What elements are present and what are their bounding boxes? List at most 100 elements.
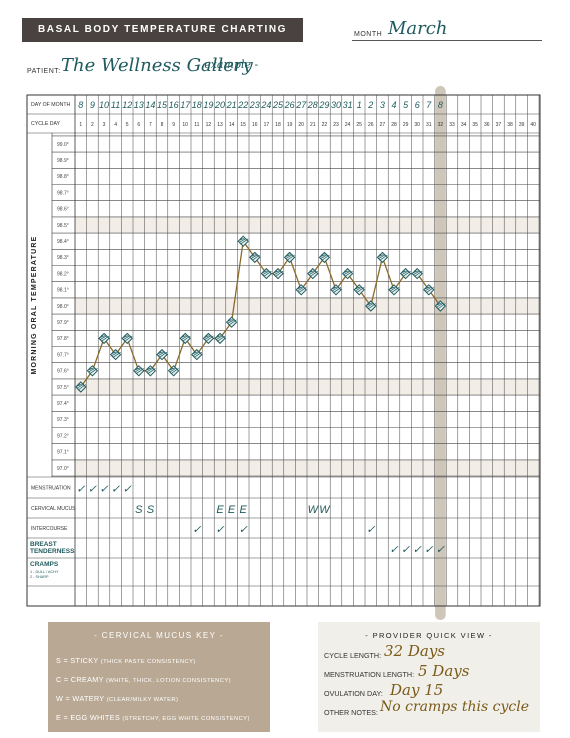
temperature-point — [179, 332, 191, 345]
temperature-tick: 97.4° — [57, 401, 69, 407]
menstruation-check: ✓ — [76, 484, 86, 496]
point-hatch — [239, 238, 247, 243]
cycle-day-tick: 16 — [252, 122, 258, 128]
cycle-day-tick: 13 — [217, 122, 223, 128]
point-hatch — [228, 318, 231, 321]
cramps-label: CRAMPS — [30, 561, 59, 568]
point-diamond — [98, 332, 110, 345]
temperature-tick: 97.3° — [57, 417, 69, 423]
cycle-day-tick: 3 — [103, 122, 106, 128]
point-hatch — [111, 351, 117, 354]
day-of-month-tick: 23 — [249, 100, 260, 110]
day-of-month-tick: 11 — [111, 100, 120, 110]
mucus-code: C — [56, 675, 62, 684]
point-hatch — [182, 335, 185, 337]
point-hatch — [332, 286, 338, 290]
mucus-key-item: S = STICKY (THICK PASTE CONSISTENCY) — [56, 656, 196, 665]
point-hatch — [205, 335, 214, 342]
mucus-key-title: - CERVICAL MUCUS KEY - — [94, 631, 224, 640]
mucus-key-item: C = CREAMY (WHITE, THICK, LOTION CONSIST… — [56, 675, 231, 684]
day-of-month-tick: 31 — [343, 100, 353, 110]
temperature-point — [249, 251, 261, 264]
day-of-month-tick: 14 — [145, 100, 155, 110]
temperature-tick: 97.8° — [57, 336, 69, 342]
point-hatch — [112, 351, 115, 353]
cycle-day-tick: 14 — [229, 122, 235, 128]
point-diamond — [307, 267, 319, 280]
point-hatch — [262, 270, 268, 273]
point-hatch — [275, 270, 284, 277]
point-hatch — [181, 335, 187, 338]
point-hatch — [124, 335, 133, 342]
day-of-month-tick: 24 — [260, 100, 271, 110]
point-hatch — [425, 286, 432, 292]
point-hatch — [367, 302, 372, 306]
cycle-day-tick: 37 — [496, 122, 502, 128]
temperature-tick: 98.8° — [57, 174, 69, 180]
cycle-day-tick: 10 — [182, 122, 188, 128]
point-diamond — [423, 284, 435, 296]
temperature-point — [133, 365, 145, 377]
temperature-tick: 97.1° — [57, 450, 69, 456]
point-diamond — [214, 332, 226, 345]
temperature-point — [144, 365, 157, 377]
point-hatch — [217, 335, 220, 337]
cycle-day-tick: 22 — [322, 122, 328, 128]
point-hatch — [344, 270, 353, 277]
temperature-tick: 98.2° — [57, 271, 69, 277]
point-diamond — [399, 267, 412, 280]
menstruation-length-label: MENSTRUATION LENGTH: — [324, 670, 415, 679]
point-hatch — [378, 254, 386, 259]
cycle-day-tick: 1 — [79, 122, 82, 128]
provider-title: - PROVIDER QUICK VIEW - — [365, 631, 493, 640]
mucus-code: E — [56, 713, 62, 722]
point-hatch — [217, 335, 226, 342]
point-hatch — [356, 287, 365, 294]
temperature-point — [283, 251, 296, 264]
temperature-tick: 98.0° — [57, 304, 69, 310]
point-hatch — [251, 254, 254, 256]
day-of-month-tick: 9 — [90, 100, 95, 110]
cycle-day-tick: 29 — [403, 122, 409, 128]
day-of-month-tick: 3 — [380, 100, 385, 110]
point-hatch — [297, 286, 305, 292]
cycle-day-tick: 19 — [287, 122, 293, 128]
point-hatch — [367, 302, 374, 308]
day-of-month-tick: 25 — [272, 100, 284, 110]
point-hatch — [77, 383, 80, 385]
temperature-tick: 97.9° — [57, 320, 69, 326]
cramps-note: 1 - DULL / ACHY — [30, 570, 59, 574]
point-hatch — [390, 286, 396, 290]
point-diamond — [121, 332, 133, 345]
cycle-day-tick: 11 — [194, 122, 199, 128]
point-hatch — [124, 335, 127, 337]
day-of-month-tick: 30 — [331, 100, 341, 110]
cervical-mucus-mark: S — [135, 504, 143, 516]
cycle-day-tick: 15 — [240, 122, 246, 128]
point-hatch — [193, 351, 198, 354]
point-hatch — [89, 367, 92, 369]
cycle-day-tick: 21 — [310, 122, 316, 128]
mucus-name: WATERY — [72, 694, 105, 703]
temperature-point — [434, 300, 447, 312]
day-of-month-tick: 12 — [122, 100, 132, 110]
point-hatch — [239, 238, 245, 241]
point-hatch — [216, 335, 222, 338]
temperature-point — [202, 332, 215, 345]
day-of-month-tick: 10 — [99, 100, 109, 110]
point-diamond — [191, 348, 203, 361]
point-diamond — [179, 332, 191, 345]
point-diamond — [260, 267, 273, 280]
point-hatch — [169, 367, 177, 373]
point-hatch — [135, 367, 138, 369]
temperature-point — [318, 251, 331, 264]
menstruation-check: ✓ — [88, 484, 98, 496]
point-hatch — [182, 335, 191, 342]
day-of-month-tick: 19 — [203, 100, 213, 110]
cervical-mucus-label: CERVICAL MUCUS — [31, 506, 76, 512]
mucus-code: W — [56, 694, 64, 703]
point-hatch — [88, 367, 94, 371]
day-of-month-tick: 13 — [134, 100, 144, 110]
month-value: March — [388, 18, 448, 39]
